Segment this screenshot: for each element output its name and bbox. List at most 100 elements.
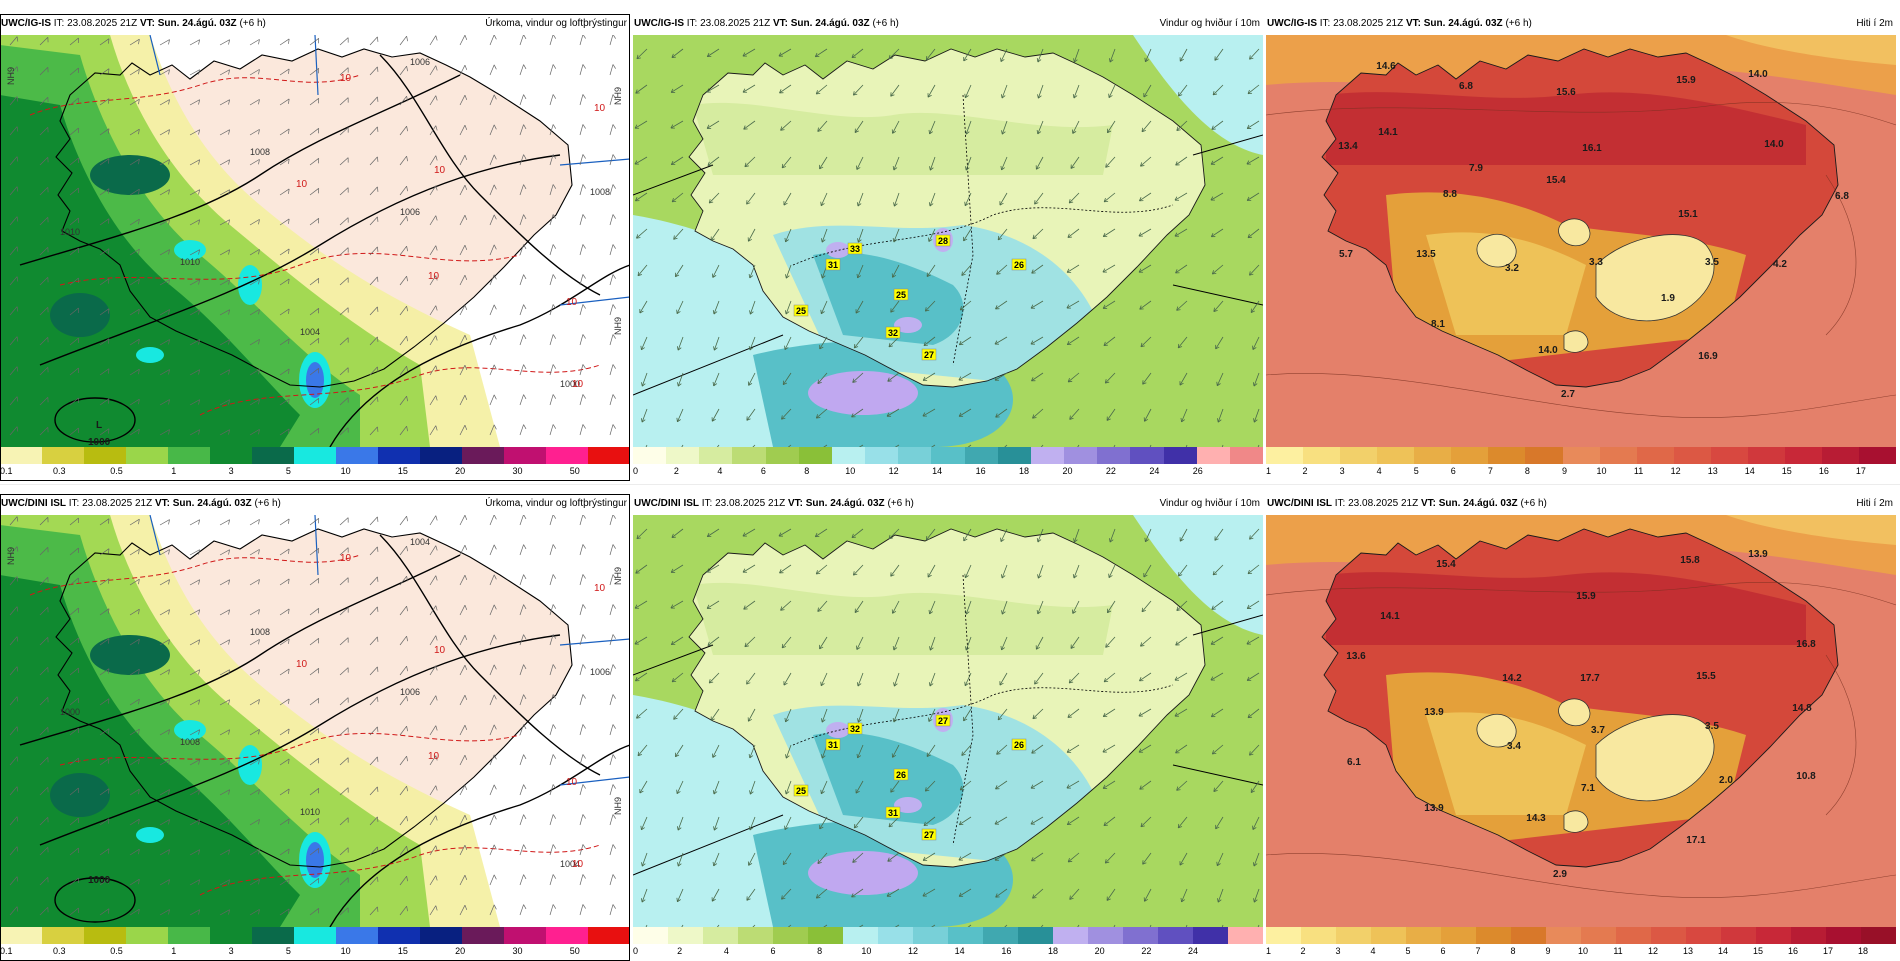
colorbar-tick-label: 10	[861, 946, 871, 956]
valid-time: Sun. 24.ágú. 03Z	[1424, 18, 1503, 29]
temperature-value: 14.0	[1764, 139, 1784, 150]
panel-header: UWC/IG-IS IT: 23.08.2025 21Z VT: Sun. 24…	[633, 14, 1263, 34]
temperature-value: 16.8	[1796, 639, 1816, 650]
colorbar-swatch	[1791, 927, 1826, 944]
gust-label: 31	[886, 807, 900, 818]
colorbar-swatch	[808, 927, 843, 944]
colorbar-tick-label: 2	[1300, 946, 1305, 956]
colorbar-swatch	[633, 927, 668, 944]
colorbar-swatch	[1018, 927, 1053, 944]
colorbar-tick-label: 2	[677, 946, 682, 956]
temperature-value: 15.8	[1680, 555, 1700, 566]
map-panel-temp: UWC/DINI ISL IT: 23.08.2025 21Z VT: Sun.…	[1266, 494, 1896, 961]
colorbar-tick-label: 1	[171, 466, 176, 476]
row-divider	[0, 484, 1900, 485]
temperature-value: 3.5	[1705, 257, 1719, 268]
lead-time: (+6 h)	[1520, 498, 1546, 509]
colorbar-tick-label: 7	[1488, 466, 1493, 476]
colorbar-tick-label: 5	[1414, 466, 1419, 476]
init-label: IT:	[1335, 498, 1346, 509]
svg-text:26: 26	[1014, 740, 1024, 750]
colorbar-tick-label: 9	[1562, 466, 1567, 476]
colorbar-swatch	[1546, 927, 1581, 944]
temperature-value: 17.7	[1580, 673, 1600, 684]
gust-label: 26	[1012, 739, 1026, 750]
svg-text:26: 26	[896, 770, 906, 780]
colorbar-swatch	[703, 927, 738, 944]
colorbar-tick-label: 0	[633, 466, 638, 476]
temperature-value: 4.2	[1773, 259, 1787, 270]
gust-label: 27	[922, 349, 936, 360]
colorbar-tick-label: 16	[1001, 946, 1011, 956]
colorbar-swatch	[1826, 927, 1861, 944]
colorbar-tick-label: 0.5	[110, 946, 123, 956]
isobar-label: 1008	[590, 187, 610, 197]
init-time: 23.08.2025 21Z	[1348, 498, 1418, 509]
map-panel-wind: UWC/DINI ISL IT: 23.08.2025 21Z VT: Sun.…	[633, 494, 1263, 961]
colorbar-tick-label: 15	[398, 946, 408, 956]
init-time: 23.08.2025 21Z	[67, 18, 137, 29]
panel-header: UWC/IG-IS IT: 23.08.2025 21Z VT: Sun. 24…	[1266, 14, 1896, 34]
colorbar-swatch	[252, 447, 294, 464]
colorbar-swatch	[84, 927, 126, 944]
colorbar-swatch	[546, 447, 588, 464]
colorbar-tick-label: 0.1	[0, 466, 13, 476]
colorbar-tick-label: 50	[570, 946, 580, 956]
temperature-contour-label: 10	[434, 645, 446, 656]
temperature-value: 7.1	[1581, 783, 1595, 794]
temperature-value: 15.5	[1696, 671, 1716, 682]
panel-header: UWC/IG-IS IT: 23.08.2025 21Z VT: Sun. 24…	[0, 14, 630, 34]
grid-edge-label: NH9	[613, 567, 623, 585]
colorbar-tick-label: 20	[1095, 946, 1105, 956]
temperature-value: 16.9	[1698, 351, 1718, 362]
colorbar-swatch	[1581, 927, 1616, 944]
colorbar-swatch	[168, 927, 210, 944]
temperature-value: 7.9	[1469, 163, 1483, 174]
map-svg: 1004100610081010100410061000100810101010…	[0, 515, 630, 927]
init-label: IT:	[687, 18, 698, 29]
svg-text:31: 31	[828, 260, 838, 270]
svg-text:28: 28	[938, 236, 948, 246]
lead-time: (+6 h)	[887, 498, 913, 509]
temperature-value: 2.0	[1719, 775, 1733, 786]
colorbar-swatch	[588, 927, 630, 944]
colorbar-tick-label: 11	[1613, 946, 1622, 956]
model-name: UWC/DINI ISL	[634, 498, 699, 509]
low-pressure-value: 1000	[88, 437, 111, 447]
colorbar-swatch	[1563, 447, 1600, 464]
lead-time: (+6 h)	[254, 498, 280, 509]
isobar-label: 1010	[300, 807, 320, 817]
isobar-label: 1006	[590, 667, 610, 677]
colorbar-swatch	[633, 447, 666, 464]
colorbar-tick-label: 14	[1718, 946, 1728, 956]
colorbar-swatch	[336, 447, 378, 464]
temperature-value: 14.1	[1378, 127, 1398, 138]
colorbar	[1266, 927, 1896, 944]
colorbar-swatch	[898, 447, 931, 464]
colorbar-swatch	[1123, 927, 1158, 944]
colorbar-swatch	[1158, 927, 1193, 944]
temperature-value: 2.7	[1561, 389, 1575, 400]
colorbar-tick-label: 10	[341, 946, 351, 956]
temperature-value: 1.9	[1661, 293, 1675, 304]
colorbar-tick-label: 16	[1788, 946, 1798, 956]
gust-label: 31	[826, 739, 840, 750]
gust-label: 25	[894, 289, 908, 300]
colorbar-tick-label: 30	[512, 466, 522, 476]
colorbar-tick-label: 0.1	[0, 946, 13, 956]
colorbar-swatch	[1377, 447, 1414, 464]
colorbar-tick-label: 22	[1141, 946, 1151, 956]
gust-label: 26	[894, 769, 908, 780]
colorbar-swatch	[168, 447, 210, 464]
colorbar-tick-label: 14	[955, 946, 965, 956]
init-time: 23.08.2025 21Z	[700, 18, 770, 29]
colorbar-swatch	[983, 927, 1018, 944]
